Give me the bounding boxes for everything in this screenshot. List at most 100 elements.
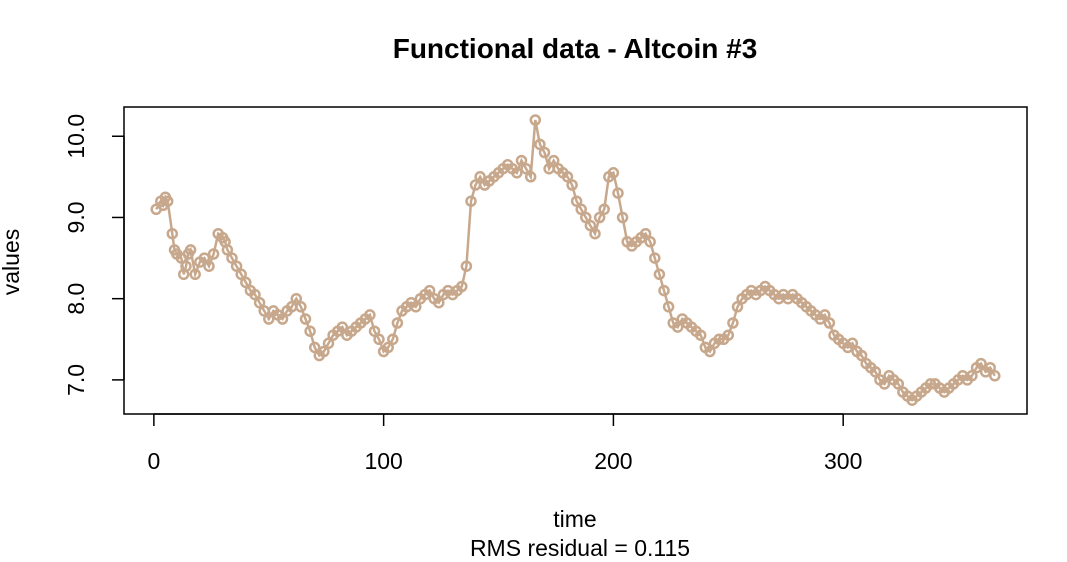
data-point: [226, 252, 238, 264]
x-tick-label: 0: [147, 448, 160, 474]
data-point: [727, 317, 739, 329]
series-points: [150, 114, 1001, 406]
data-point: [644, 236, 656, 248]
data-point: [658, 284, 670, 297]
data-point: [207, 248, 220, 260]
data-point: [722, 329, 735, 341]
data-point: [295, 301, 307, 313]
data-point: [515, 154, 528, 167]
data-point: [547, 154, 560, 167]
chart-title: Functional data - Altcoin #3: [393, 33, 758, 64]
data-point: [662, 301, 675, 313]
data-point: [566, 179, 578, 191]
data-point: [823, 317, 836, 329]
data-point: [391, 317, 404, 329]
data-point: [529, 114, 542, 126]
data-point: [198, 252, 211, 264]
data-point: [584, 219, 597, 232]
data-point: [249, 288, 261, 301]
data-point: [460, 260, 473, 272]
data-point: [299, 313, 312, 325]
data-point: [304, 325, 316, 337]
data-point: [336, 321, 349, 333]
data-point: [561, 171, 574, 183]
data-point: [694, 329, 707, 341]
plot-frame: [123, 106, 1028, 415]
data-point: [593, 211, 606, 224]
data-point: [575, 203, 587, 216]
data-point: [819, 309, 831, 321]
data-point: [589, 227, 601, 240]
data-point: [598, 203, 610, 216]
data-point: [612, 187, 624, 199]
data-point: [161, 195, 174, 207]
data-point: [322, 337, 335, 350]
y-tick-label: 7.0: [63, 364, 89, 396]
x-tick-label: 200: [594, 448, 632, 474]
data-point: [538, 146, 551, 159]
data-point: [221, 244, 234, 256]
data-point: [989, 370, 1001, 382]
data-point: [520, 162, 532, 175]
data-point: [433, 296, 445, 309]
data-point: [616, 211, 629, 224]
data-point: [263, 313, 275, 325]
data-point: [184, 244, 197, 256]
data-point: [570, 195, 583, 207]
data-point: [653, 268, 666, 281]
data-point: [580, 211, 592, 224]
data-point: [410, 301, 422, 313]
data-point: [966, 370, 978, 382]
data-point: [524, 171, 537, 183]
data-point: [671, 321, 684, 333]
data-point: [189, 268, 201, 281]
data-point: [984, 361, 996, 374]
y-tick-label: 8.0: [63, 283, 89, 315]
data-point: [975, 357, 987, 370]
data-point: [869, 366, 882, 378]
data-point: [456, 280, 468, 293]
data-point: [276, 313, 289, 325]
data-point: [423, 284, 436, 297]
x-axis-label: time: [553, 506, 596, 532]
data-point: [318, 345, 330, 358]
data-point: [713, 333, 725, 346]
data-point: [203, 260, 215, 272]
data-point: [373, 333, 385, 346]
data-point: [855, 349, 868, 362]
data-point: [387, 333, 399, 346]
data-point: [878, 378, 891, 390]
data-point: [924, 378, 937, 390]
data-point: [465, 195, 477, 207]
data-point: [253, 296, 266, 309]
data-point: [534, 138, 546, 151]
data-point: [166, 227, 179, 240]
x-tick-label: 100: [364, 448, 402, 474]
x-tick-label: 300: [824, 448, 862, 474]
y-axis: 7.0 8.0 9.0 10.0: [63, 114, 125, 396]
y-tick-label: 10.0: [63, 114, 89, 159]
data-point: [364, 309, 376, 321]
rms-residual-label: RMS residual = 0.115: [470, 535, 690, 561]
x-axis: 0 100 200 300: [147, 413, 862, 474]
data-point: [649, 252, 661, 264]
data-point: [639, 227, 652, 240]
data-point: [607, 167, 620, 179]
data-point: [180, 260, 192, 272]
data-point: [235, 268, 247, 281]
data-point: [511, 167, 523, 179]
data-point: [846, 337, 859, 350]
data-point: [731, 301, 744, 313]
data-point: [382, 341, 394, 354]
data-point: [308, 341, 321, 354]
data-point: [704, 345, 716, 358]
data-point: [474, 171, 486, 183]
data-point: [230, 260, 243, 272]
data-point: [240, 276, 252, 289]
y-axis-label: values: [0, 229, 24, 295]
series-line: [155, 119, 996, 402]
data-point: [290, 292, 303, 305]
data-point: [368, 325, 381, 337]
y-tick-label: 9.0: [63, 201, 89, 233]
